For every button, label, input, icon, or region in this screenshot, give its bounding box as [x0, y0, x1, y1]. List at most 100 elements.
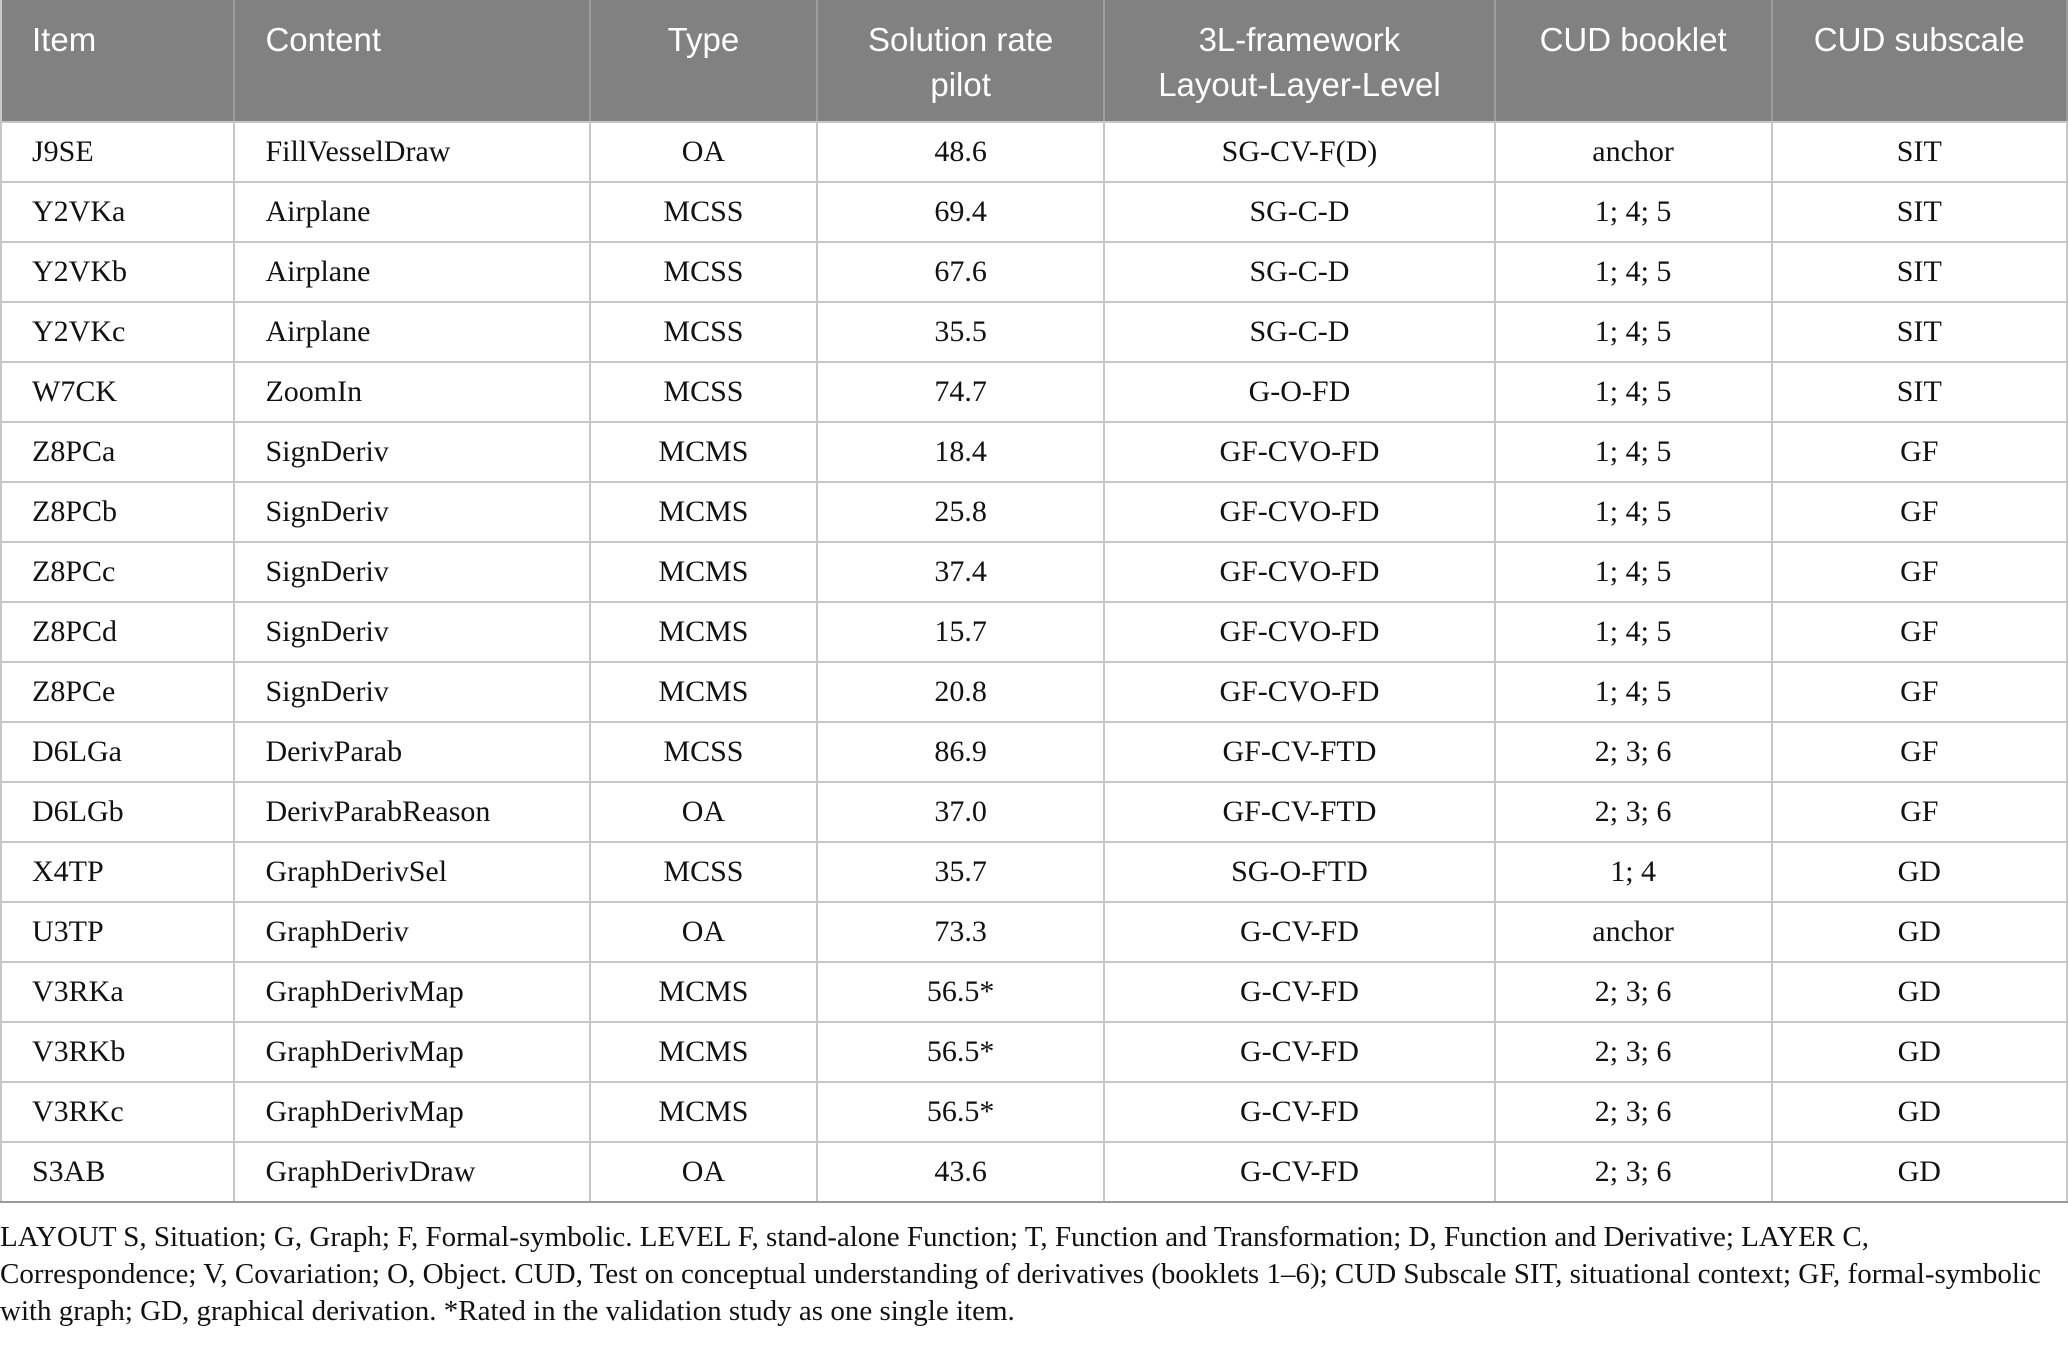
- cell-solution_rate: 37.4: [816, 541, 1106, 603]
- cell-framework: SG-C-D: [1103, 241, 1496, 303]
- cell-type: MCMS: [588, 1081, 819, 1143]
- cell-content: SignDeriv: [233, 661, 591, 723]
- cell-framework: GF-CV-FTD: [1103, 721, 1496, 783]
- cell-framework: G-CV-FD: [1103, 1021, 1496, 1083]
- table-row: Y2VKc Airplane MCSS 35.5 SG-C-D 1; 4; 5 SIT: [0, 301, 2068, 363]
- column-header-cud_subscale: CUD subscale: [1771, 0, 2068, 123]
- cell-solution_rate: 20.8: [816, 661, 1106, 723]
- table-row: Z8PCd SignDeriv MCMS 15.7 GF-CVO-FD 1; 4; 5 GF: [0, 601, 2068, 663]
- cell-content: FillVesselDraw: [233, 121, 591, 183]
- cell-framework: G-CV-FD: [1103, 961, 1496, 1023]
- cell-cud_booklet: 1; 4; 5: [1493, 661, 1773, 723]
- column-header-item: Item: [1, 0, 236, 123]
- cell-cud_booklet: 2; 3; 6: [1493, 721, 1773, 783]
- cell-solution_rate: 67.6: [816, 241, 1106, 303]
- cell-type: MCMS: [588, 961, 819, 1023]
- cell-content: DerivParabReason: [233, 781, 591, 843]
- cell-item: Z8PCb: [0, 481, 236, 543]
- cell-solution_rate: 69.4: [816, 181, 1106, 243]
- table-body: J9SE FillVesselDraw OA 48.6 SG-CV-F(D) anchor…: [0, 121, 2068, 1203]
- cell-solution_rate: 56.5*: [816, 1081, 1106, 1143]
- column-header-cud_booklet: CUD booklet: [1494, 0, 1773, 123]
- cell-type: MCMS: [588, 661, 819, 723]
- cell-content: GraphDerivSel: [233, 841, 591, 903]
- cell-cud_booklet: anchor: [1493, 901, 1773, 963]
- cell-solution_rate: 35.5: [816, 301, 1106, 363]
- cell-item: Z8PCa: [0, 421, 236, 483]
- cell-type: MCMS: [588, 421, 819, 483]
- cell-content: GraphDerivMap: [233, 1021, 591, 1083]
- cell-cud_subscale: GF: [1770, 421, 2068, 483]
- table-row: V3RKa GraphDerivMap MCMS 56.5* G-CV-FD 2; 3; …: [0, 961, 2068, 1023]
- cell-framework: SG-CV-F(D): [1103, 121, 1496, 183]
- cell-framework: SG-C-D: [1103, 301, 1496, 363]
- cell-framework: G-CV-FD: [1103, 1141, 1496, 1203]
- cell-cud_subscale: GD: [1770, 961, 2068, 1023]
- cell-type: MCSS: [588, 841, 819, 903]
- column-header-type: Type: [589, 0, 819, 123]
- table-header-row: Item Content Type Solution rate pilot 3L-fra…: [1, 0, 2068, 123]
- cell-solution_rate: 56.5*: [816, 1021, 1106, 1083]
- cell-cud_booklet: 2; 3; 6: [1493, 1021, 1773, 1083]
- cell-content: ZoomIn: [233, 361, 591, 423]
- cell-content: SignDeriv: [233, 421, 591, 483]
- cell-type: MCSS: [588, 241, 819, 303]
- cell-cud_booklet: 1; 4; 5: [1493, 301, 1773, 363]
- cell-item: D6LGb: [0, 781, 236, 843]
- cell-type: OA: [588, 781, 819, 843]
- cell-framework: SG-C-D: [1103, 181, 1496, 243]
- table-row: W7CK ZoomIn MCSS 74.7 G-O-FD 1; 4; 5 SIT: [0, 361, 2068, 423]
- table-row: Y2VKb Airplane MCSS 67.6 SG-C-D 1; 4; 5 SIT: [0, 241, 2068, 303]
- cell-content: SignDeriv: [233, 601, 591, 663]
- cell-cud_subscale: GF: [1770, 541, 2068, 603]
- cell-content: SignDeriv: [233, 541, 591, 603]
- table-row: V3RKc GraphDerivMap MCMS 56.5* G-CV-FD 2; 3; …: [0, 1081, 2068, 1143]
- cell-cud_subscale: SIT: [1770, 361, 2068, 423]
- cell-item: D6LGa: [0, 721, 236, 783]
- cell-cud_booklet: 2; 3; 6: [1493, 1081, 1773, 1143]
- cell-type: OA: [588, 1141, 819, 1203]
- cell-type: OA: [588, 121, 819, 183]
- cell-item: Y2VKc: [0, 301, 236, 363]
- cell-cud_subscale: GD: [1770, 1081, 2068, 1143]
- cell-cud_subscale: SIT: [1770, 181, 2068, 243]
- table-row: S3AB GraphDerivDraw OA 43.6 G-CV-FD 2; 3; 6 GD: [0, 1141, 2068, 1203]
- cell-content: GraphDerivDraw: [233, 1141, 591, 1203]
- table-header: Item Content Type Solution rate pilot 3L-fra…: [1, 0, 2068, 123]
- cell-type: MCMS: [588, 1021, 819, 1083]
- cell-cud_booklet: 2; 3; 6: [1493, 1141, 1773, 1203]
- cell-framework: G-CV-FD: [1103, 901, 1496, 963]
- cell-cud_booklet: 2; 3; 6: [1493, 781, 1773, 843]
- table-row: Y2VKa Airplane MCSS 69.4 SG-C-D 1; 4; 5 SIT: [0, 181, 2068, 243]
- cell-type: MCMS: [588, 541, 819, 603]
- cell-type: OA: [588, 901, 819, 963]
- table-row: V3RKb GraphDerivMap MCMS 56.5* G-CV-FD 2; 3; …: [0, 1021, 2068, 1083]
- cell-framework: GF-CVO-FD: [1103, 421, 1496, 483]
- cell-item: Z8PCe: [0, 661, 236, 723]
- cell-framework: GF-CVO-FD: [1103, 661, 1496, 723]
- cell-solution_rate: 18.4: [816, 421, 1106, 483]
- cell-framework: GF-CVO-FD: [1103, 481, 1496, 543]
- table-row: Z8PCb SignDeriv MCMS 25.8 GF-CVO-FD 1; 4; 5 GF: [0, 481, 2068, 543]
- column-header-content: Content: [234, 0, 591, 123]
- cell-solution_rate: 74.7: [816, 361, 1106, 423]
- table-row: Z8PCc SignDeriv MCMS 37.4 GF-CVO-FD 1; 4; 5 GF: [0, 541, 2068, 603]
- cell-type: MCSS: [588, 181, 819, 243]
- cell-item: V3RKa: [0, 961, 236, 1023]
- cell-solution_rate: 15.7: [816, 601, 1106, 663]
- cell-solution_rate: 86.9: [816, 721, 1106, 783]
- cell-solution_rate: 37.0: [816, 781, 1106, 843]
- cell-type: MCMS: [588, 601, 819, 663]
- table-row: U3TP GraphDeriv OA 73.3 G-CV-FD anchor GD: [0, 901, 2068, 963]
- table-row: J9SE FillVesselDraw OA 48.6 SG-CV-F(D) anchor…: [0, 121, 2068, 183]
- cell-type: MCMS: [588, 481, 819, 543]
- cell-cud_booklet: 2; 3; 6: [1493, 961, 1773, 1023]
- table-row: Z8PCe SignDeriv MCMS 20.8 GF-CVO-FD 1; 4; 5 GF: [0, 661, 2068, 723]
- cell-framework: G-O-FD: [1103, 361, 1496, 423]
- cell-cud_subscale: GD: [1770, 1141, 2068, 1203]
- cell-content: Airplane: [233, 181, 591, 243]
- cell-item: S3AB: [0, 1141, 236, 1203]
- table-row: D6LGb DerivParabReason OA 37.0 GF-CV-FTD 2; 3…: [0, 781, 2068, 843]
